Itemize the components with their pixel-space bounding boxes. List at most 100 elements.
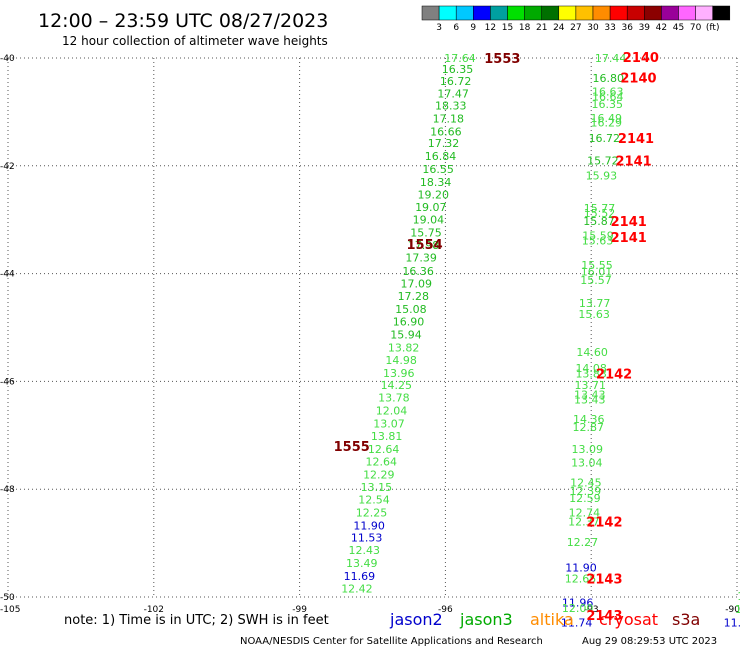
wave-height-value: 17.32 [428, 137, 460, 150]
wave-height-value: 14.36 [573, 413, 605, 426]
y-tick-label: -40 [0, 54, 15, 64]
wave-height-value: 16.90 [393, 316, 425, 329]
wave-height-value: 16.01 [581, 265, 613, 278]
wave-height-value: 11.96 [562, 596, 594, 609]
wave-height-value: 14.25 [381, 379, 413, 392]
wave-height-value: 12.37 [568, 516, 600, 529]
wave-height-value: 12.39 [570, 485, 602, 498]
wave-height-value: 13.71 [574, 379, 606, 392]
pass-label: 2142 [596, 367, 632, 382]
scale-label: 42 [656, 23, 667, 33]
scale-swatch [678, 5, 696, 21]
wave-height-value: 16.72 [440, 75, 472, 88]
wave-height-value: 12.27 [567, 536, 599, 549]
wave-height-value: 11.93 [724, 616, 740, 629]
scale-swatch [626, 5, 645, 21]
wave-height-value: 12.04 [376, 405, 408, 418]
wave-height-value: 12.59 [569, 492, 601, 505]
legend-item: cryosat [599, 610, 658, 629]
scale-swatch [695, 5, 713, 21]
scale-label: 9 [470, 23, 476, 33]
scale-label: 70 [690, 23, 702, 33]
wave-height-values: 17.6416.3516.7217.4718.3317.1816.6617.32… [341, 52, 740, 629]
wave-height-value: 13.15 [361, 481, 393, 494]
y-tick-label: -48 [0, 485, 15, 495]
wave-height-value: 13.77 [579, 297, 611, 310]
x-tick-label: -93 [584, 605, 599, 615]
wave-height-value: 12.29 [363, 469, 395, 482]
wave-height-value: 12.42 [341, 582, 373, 595]
wave-height-value: 15.59 [582, 229, 614, 242]
wave-height-value: 15.77 [584, 202, 616, 215]
wave-height-value: 12.25 [356, 506, 388, 519]
pass-labels: 1553155415552140214021412141214121412142… [334, 51, 659, 624]
scale-swatch [473, 5, 491, 21]
wave-height-value: 15.57 [580, 274, 612, 287]
wave-height-value: 16.35 [591, 98, 623, 111]
scale-swatch [558, 5, 577, 21]
scale-swatch [575, 5, 594, 21]
wave-height-value: 17.18 [433, 112, 465, 125]
wave-height-value: 14.60 [576, 346, 608, 359]
scale-label: 21 [536, 23, 547, 33]
pass-label: 2143 [586, 573, 622, 588]
scale-label: 3 [436, 23, 442, 33]
note-text: note: 1) Time is in UTC; 2) SWH is in fe… [64, 613, 329, 628]
wave-height-value: 13.43 [574, 388, 606, 401]
pass-label: 2141 [611, 231, 647, 246]
wave-height-value: 13.78 [378, 392, 410, 405]
scale-label: 6 [453, 23, 459, 33]
scale-label: 33 [604, 23, 615, 33]
wave-height-value: 14.08 [575, 362, 607, 375]
wave-height-value: 15.55 [581, 259, 613, 272]
wave-height-value: 16.55 [422, 163, 454, 176]
pass-label: 2141 [611, 215, 647, 230]
scale-label: 27 [570, 23, 581, 33]
legend-item: altika [530, 610, 574, 629]
wave-height-value: 15.87 [583, 215, 615, 228]
scale-swatch [609, 5, 628, 21]
wave-height-value: 14.98 [385, 354, 417, 367]
pass-label: 2143 [586, 609, 622, 624]
wave-height-value: 16.35 [442, 63, 474, 76]
grid-lines [7, 57, 738, 598]
scale-swatch [438, 5, 457, 21]
wave-height-value: 13.96 [383, 367, 415, 380]
wave-height-value: 11.53 [351, 532, 383, 545]
x-tick-label: -102 [144, 605, 164, 615]
legend-item: jason3 [459, 610, 513, 629]
y-tick-label: -44 [0, 270, 15, 280]
scale-label: 24 [553, 23, 565, 33]
wave-height-value: 11.90 [353, 519, 385, 532]
wave-height-value: 17.47 [437, 88, 469, 101]
wave-height-value: 16.66 [430, 125, 462, 138]
scale-label: 39 [639, 23, 651, 33]
wave-height-value: 13.04 [571, 456, 603, 469]
wave-height-value: 16.64 [592, 90, 624, 103]
wave-height-value: 17.44 [595, 52, 627, 65]
x-tick-label: -90 [725, 605, 740, 615]
wave-height-value: 17.64 [444, 52, 476, 65]
wave-height-value: 13 [735, 603, 740, 616]
wave-height-value: 12.64 [368, 443, 400, 456]
wave-height-value: 12.45 [570, 477, 602, 490]
x-tick-label: -105 [0, 605, 20, 615]
wave-height-value: 12.74 [569, 506, 601, 519]
wave-height-value: 12.64 [365, 456, 397, 469]
wave-height-value: 18.34 [420, 176, 452, 189]
timestamp-text: Aug 29 08:29:53 UTC 2023 [582, 636, 717, 647]
pass-label: 1554 [407, 238, 443, 253]
wave-height-value: 13.07 [373, 417, 405, 430]
wave-height-value: 13 [737, 590, 740, 603]
scale-swatch [490, 5, 508, 21]
scale-swatch [507, 5, 525, 21]
scale-swatch [455, 5, 474, 21]
scale-swatch [661, 5, 679, 21]
scale-label: 30 [587, 23, 599, 33]
wave-height-value: 11.74 [561, 616, 593, 629]
wave-height-value: 15.93 [586, 170, 618, 183]
wave-height-value: 12.54 [358, 493, 390, 506]
wave-height-value: 16.72 [589, 132, 621, 145]
wave-height-value: 19.07 [415, 201, 447, 214]
wave-height-value: 19.20 [418, 188, 450, 201]
